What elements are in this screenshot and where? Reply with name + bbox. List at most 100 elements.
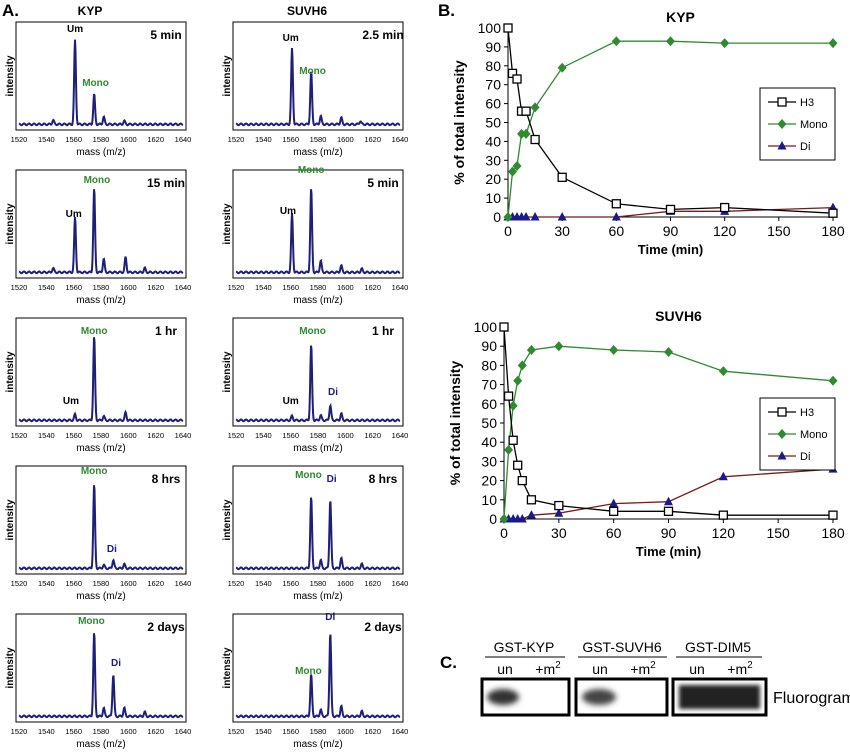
fluorogram-label: Fluorogram (773, 690, 850, 707)
peak-label-mono: Mono (295, 470, 322, 481)
point-mono (664, 346, 673, 357)
point-mono (666, 36, 675, 47)
x-tick-label: 180 (821, 223, 845, 239)
spectrum-trace (235, 48, 401, 127)
spectrum-trace (18, 189, 184, 275)
point-di (517, 514, 527, 523)
point-mono (777, 119, 787, 129)
x-tick-label: 1640 (392, 283, 409, 292)
x-tick-label: 150 (766, 525, 790, 541)
point-mono (828, 38, 838, 49)
enzyme-label-kyp: GST-KYP (494, 639, 555, 655)
point-mono (526, 345, 536, 356)
x-tick-label: 1520 (11, 283, 28, 292)
x-tick-label: 1640 (175, 579, 192, 588)
x-tick-label: 1540 (38, 579, 55, 588)
x-tick-label: 1600 (337, 579, 354, 588)
x-tick-label: 1600 (337, 727, 354, 736)
x-tick-label: 1540 (38, 283, 55, 292)
spectrum-panel: 8 hrs Mono Di 1520 1540 1560 1580 1600 1620 1640 m… (222, 465, 408, 602)
point-mono (517, 128, 527, 139)
gel-band-suvh6-un (582, 689, 616, 705)
peak-label-di: Di (327, 474, 337, 485)
y-axis-label: intensity (5, 203, 16, 245)
spectrum-panel: 2 days Mono Di 1520 1540 1560 1580 1600 1620 1640… (222, 612, 408, 750)
y-axis-label: intensity (5, 647, 16, 689)
peak-label-um: Um (67, 24, 83, 35)
x-tick-label: 90 (663, 223, 679, 239)
spectrum-frame (232, 169, 404, 279)
legend-label-mono: Mono (800, 429, 828, 441)
x-tick-label: 1600 (337, 135, 354, 144)
peak-label-mono: Mono (295, 666, 322, 677)
x-tick-label: 1560 (282, 579, 299, 588)
x-tick-label: 1540 (38, 727, 55, 736)
panel-letter-b: B. (438, 1, 455, 20)
spectrum-panel: 5 min Um Mono 1520 1540 1560 1580 1600 1620 1640 m… (222, 165, 408, 306)
peak-label-mono: Mono (299, 66, 326, 77)
x-tick-label: 1580 (93, 135, 110, 144)
x-tick-label: 1560 (282, 727, 299, 736)
x-tick-label: 1620 (147, 431, 164, 440)
x-axis-label: mass (m/z) (293, 295, 342, 306)
point-di (526, 510, 536, 519)
point-mono (508, 166, 518, 177)
peak-label-mono: Mono (84, 175, 111, 186)
spectrum-frame (232, 613, 404, 723)
chart-title: SUVH6 (655, 308, 702, 324)
y-tick-label: 70 (481, 377, 497, 393)
x-tick-label: 180 (821, 525, 845, 541)
time-label: 5 min (367, 176, 398, 190)
column-header-kyp: KYP (78, 4, 103, 18)
x-tick-label: 1520 (11, 727, 28, 736)
point-h3 (530, 134, 540, 145)
x-tick-label: 1600 (120, 431, 137, 440)
x-tick-label: 1640 (392, 135, 409, 144)
point-h3 (557, 172, 567, 182)
point-h3 (517, 475, 527, 486)
peak-label-um: Um (283, 396, 299, 407)
x-tick-label: 1580 (93, 727, 110, 736)
y-tick-label: 30 (481, 453, 497, 469)
point-di (609, 498, 619, 508)
y-tick-label: 50 (481, 415, 497, 431)
lane-un-dim5: un (689, 661, 705, 677)
point-h3 (513, 460, 523, 470)
x-axis-label: mass (m/z) (293, 443, 342, 454)
point-mono (718, 366, 728, 377)
x-tick-label: 0 (500, 525, 508, 541)
x-tick-label: 1620 (364, 135, 381, 144)
time-label: 8 hrs (369, 472, 398, 486)
x-axis-label: mass (m/z) (76, 739, 125, 750)
point-di (530, 212, 540, 221)
lane-m2-dim5: +m2 (727, 660, 753, 677)
point-mono (499, 514, 509, 524)
x-tick-label: 1580 (310, 579, 327, 588)
x-tick-label: 1640 (392, 727, 409, 736)
x-tick-label: 1560 (65, 579, 82, 588)
peak-label-di: Di (325, 612, 335, 623)
point-h3 (665, 204, 676, 215)
point-h3 (828, 510, 838, 520)
chart-title: KYP (666, 9, 695, 25)
legend-label-di: Di (800, 451, 810, 463)
x-tick-label: 1620 (147, 727, 164, 736)
y-tick-label: 10 (485, 190, 501, 206)
x-tick-label: 1640 (175, 727, 192, 736)
x-axis-label: mass (m/z) (293, 739, 342, 750)
spectrum-frame (15, 169, 187, 279)
legend-label-di: Di (800, 141, 810, 153)
x-tick-label: 1520 (228, 283, 245, 292)
x-tick-label: 1560 (282, 135, 299, 144)
x-tick-label: 1520 (228, 579, 245, 588)
point-h3 (508, 435, 518, 445)
lane-m2-suvh6: +m2 (630, 660, 656, 677)
spectrum-panel: 8 hrs Mono Di 1520 1540 1560 1580 1600 1620 1640 m… (5, 465, 192, 602)
x-tick-label: 1620 (147, 135, 164, 144)
time-label: 5 min (150, 28, 181, 42)
peak-label-mono: Mono (78, 616, 105, 627)
point-h3 (503, 391, 514, 401)
y-tick-label: 80 (481, 357, 497, 373)
legend-label-mono: Mono (800, 119, 828, 131)
y-axis-label: intensity (5, 351, 16, 393)
